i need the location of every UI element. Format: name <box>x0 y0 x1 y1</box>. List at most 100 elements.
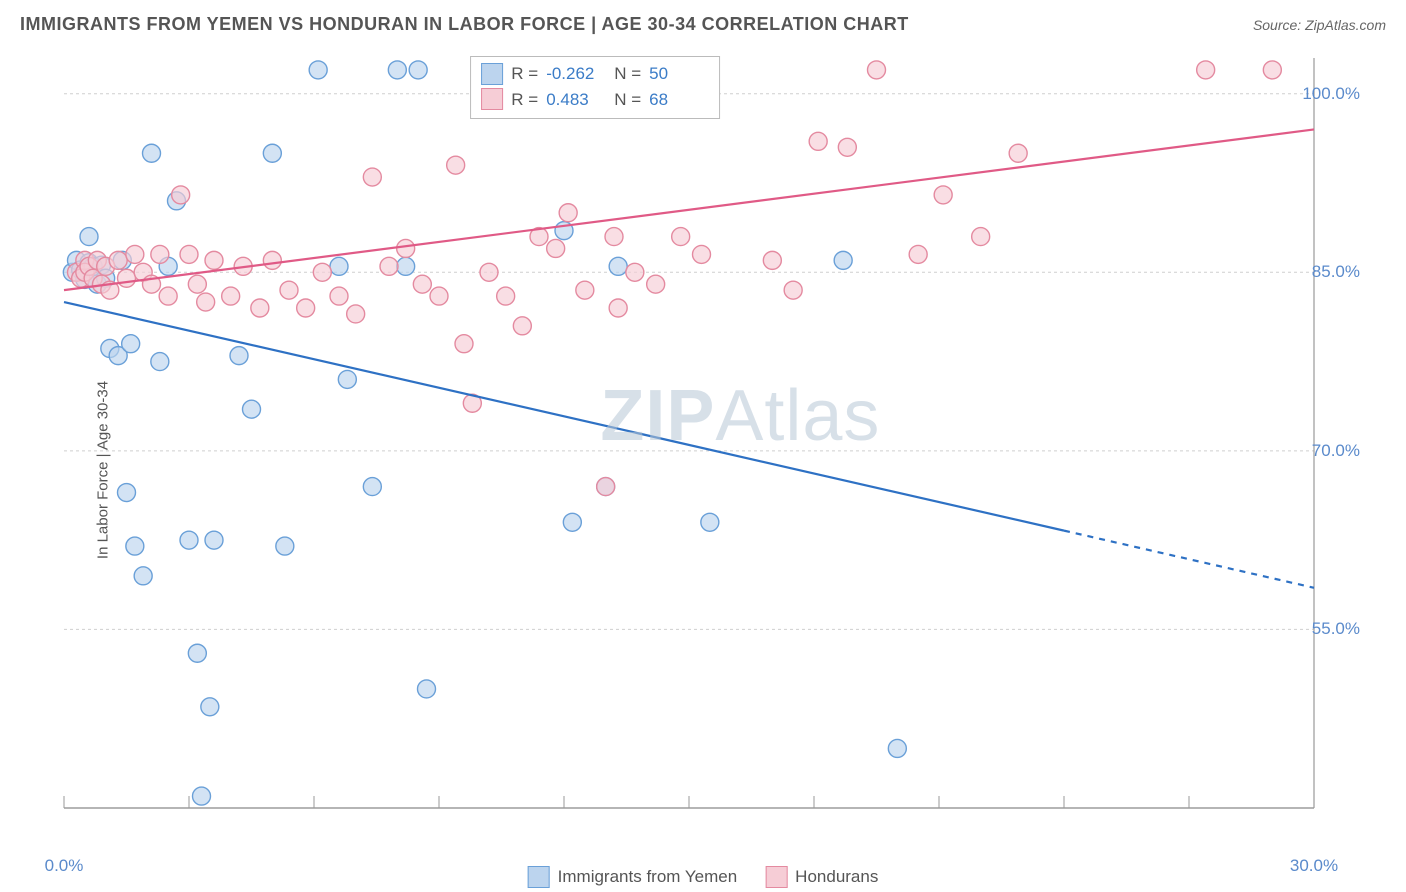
legend-label: Immigrants from Yemen <box>558 867 738 887</box>
data-point <box>418 680 436 698</box>
data-point <box>188 644 206 662</box>
data-point <box>838 138 856 156</box>
data-point <box>313 263 331 281</box>
data-point <box>547 239 565 257</box>
data-point <box>834 251 852 269</box>
data-point <box>222 287 240 305</box>
y-tick-label: 70.0% <box>1312 441 1360 461</box>
r-label: R = <box>511 61 538 87</box>
y-tick-label: 55.0% <box>1312 619 1360 639</box>
chart-svg <box>54 48 1374 848</box>
data-point <box>297 299 315 317</box>
data-point <box>497 287 515 305</box>
y-tick-label: 85.0% <box>1312 262 1360 282</box>
data-point <box>576 281 594 299</box>
series-swatch <box>481 88 503 110</box>
data-point <box>1263 61 1281 79</box>
r-value: -0.262 <box>546 61 606 87</box>
trend-line <box>64 129 1314 290</box>
data-point <box>388 61 406 79</box>
y-tick-label: 100.0% <box>1302 84 1360 104</box>
data-point <box>430 287 448 305</box>
trend-line <box>64 302 1064 531</box>
data-point <box>330 287 348 305</box>
data-point <box>180 245 198 263</box>
chart-title: IMMIGRANTS FROM YEMEN VS HONDURAN IN LAB… <box>20 14 909 35</box>
data-point <box>280 281 298 299</box>
data-point <box>909 245 927 263</box>
data-point <box>480 263 498 281</box>
data-point <box>143 144 161 162</box>
stats-legend-box: R =-0.262N =50R =0.483N =68 <box>470 56 720 119</box>
data-point <box>243 400 261 418</box>
data-point <box>563 513 581 531</box>
series-swatch <box>481 63 503 85</box>
data-point <box>972 228 990 246</box>
r-label: R = <box>511 87 538 113</box>
legend-swatch <box>765 866 787 888</box>
x-tick-label: 0.0% <box>45 856 84 876</box>
data-point <box>868 61 886 79</box>
data-point <box>447 156 465 174</box>
data-point <box>397 257 415 275</box>
data-point <box>122 335 140 353</box>
data-point <box>251 299 269 317</box>
data-point <box>309 61 327 79</box>
data-point <box>126 245 144 263</box>
data-point <box>1009 144 1027 162</box>
data-point <box>205 251 223 269</box>
plot-area: ZIPAtlas 55.0%70.0%85.0%100.0% 0.0%30.0%… <box>54 48 1374 848</box>
data-point <box>397 239 415 257</box>
data-point <box>80 228 98 246</box>
data-point <box>338 370 356 388</box>
data-point <box>188 275 206 293</box>
data-point <box>118 484 136 502</box>
data-point <box>888 739 906 757</box>
data-point <box>151 353 169 371</box>
source-attribution: Source: ZipAtlas.com <box>1253 17 1386 33</box>
stats-row: R = -0.262 N = 50 <box>481 61 709 87</box>
data-point <box>134 567 152 585</box>
data-point <box>701 513 719 531</box>
data-point <box>647 275 665 293</box>
data-point <box>409 61 427 79</box>
data-point <box>126 537 144 555</box>
data-point <box>363 478 381 496</box>
data-point <box>330 257 348 275</box>
x-tick-label: 30.0% <box>1290 856 1338 876</box>
data-point <box>197 293 215 311</box>
data-point <box>693 245 711 263</box>
data-point <box>784 281 802 299</box>
data-point <box>263 144 281 162</box>
data-point <box>151 245 169 263</box>
data-point <box>263 251 281 269</box>
data-point <box>363 168 381 186</box>
data-point <box>230 347 248 365</box>
data-point <box>172 186 190 204</box>
data-point <box>626 263 644 281</box>
data-point <box>763 251 781 269</box>
legend-item: Hondurans <box>765 866 878 888</box>
r-value: 0.483 <box>546 87 606 113</box>
legend-swatch <box>528 866 550 888</box>
data-point <box>159 287 177 305</box>
trend-line-extrapolated <box>1064 531 1314 588</box>
data-point <box>513 317 531 335</box>
legend-item: Immigrants from Yemen <box>528 866 738 888</box>
data-point <box>180 531 198 549</box>
data-point <box>347 305 365 323</box>
chart-container: In Labor Force | Age 30-34 ZIPAtlas 55.0… <box>20 48 1386 892</box>
data-point <box>609 299 627 317</box>
data-point <box>201 698 219 716</box>
legend: Immigrants from Yemen Hondurans <box>528 866 879 888</box>
stats-row: R =0.483N =68 <box>481 87 709 113</box>
data-point <box>205 531 223 549</box>
data-point <box>413 275 431 293</box>
data-point <box>1197 61 1215 79</box>
legend-label: Hondurans <box>795 867 878 887</box>
n-label: N = <box>614 61 641 87</box>
data-point <box>559 204 577 222</box>
data-point <box>193 787 211 805</box>
n-value: 50 <box>649 61 709 87</box>
data-point <box>109 251 127 269</box>
